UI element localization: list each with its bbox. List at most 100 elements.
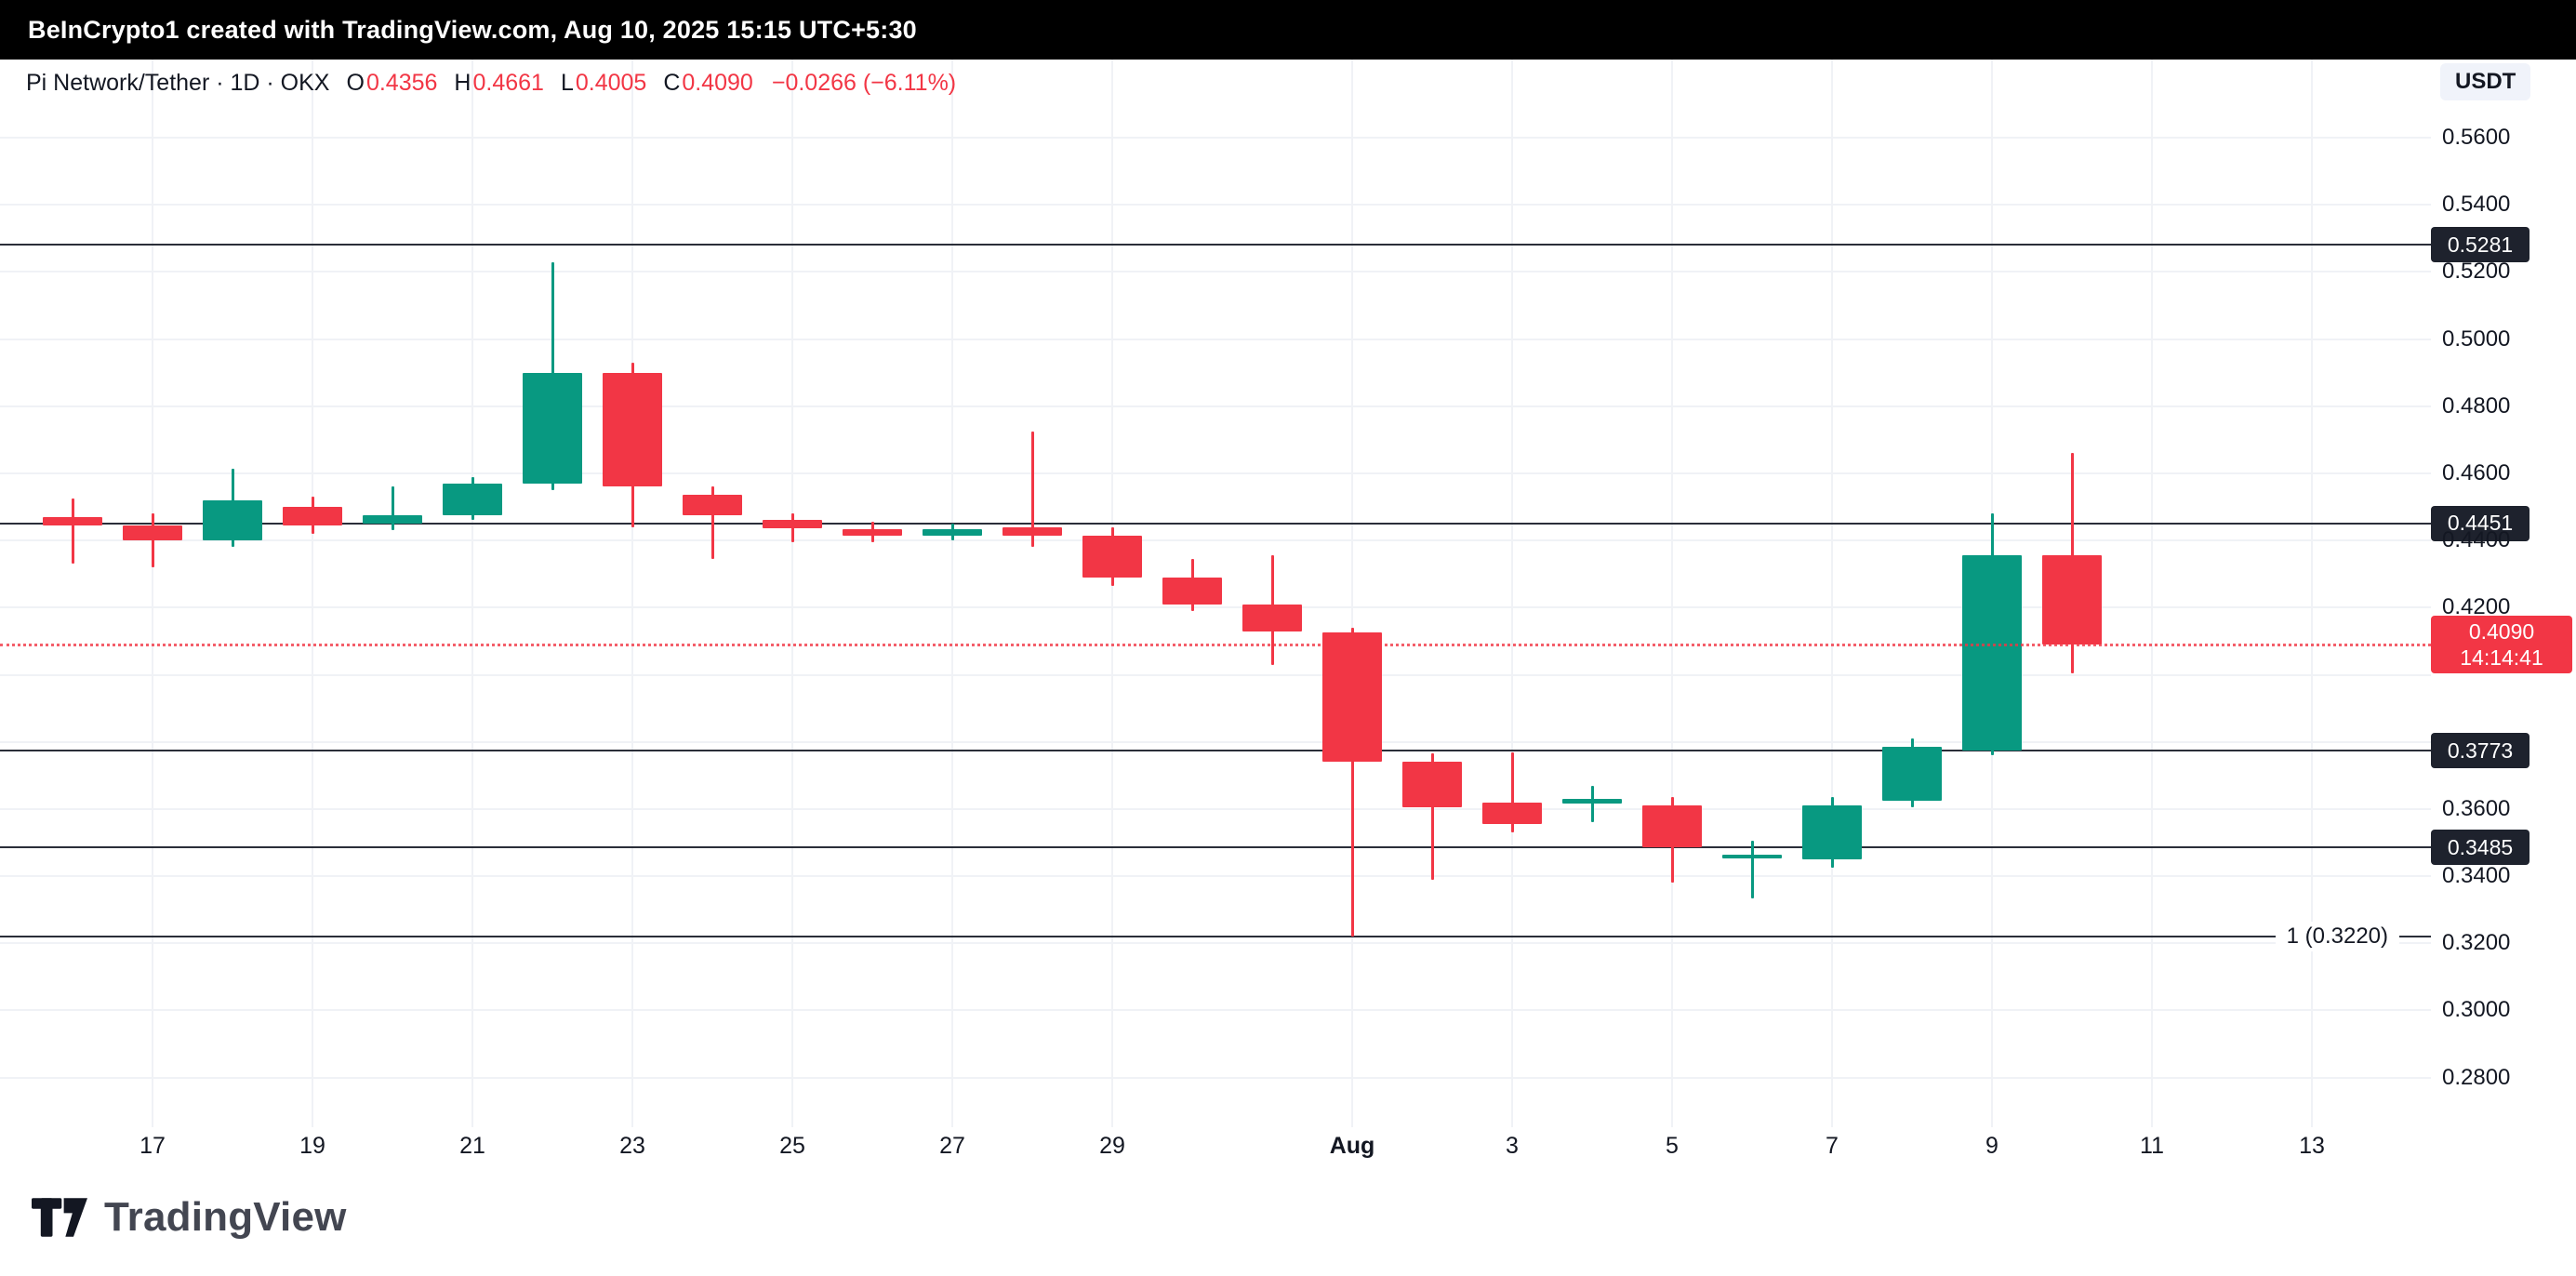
price-tick-label: 0.4200 — [2442, 594, 2511, 620]
candle[interactable] — [443, 483, 502, 516]
price-gridline — [0, 338, 2431, 340]
time-gridline — [631, 60, 633, 1127]
price-gridline — [0, 942, 2431, 945]
price-gridline — [0, 539, 2431, 542]
time-tick-label[interactable]: 3 — [1506, 1133, 1519, 1159]
candle[interactable] — [1562, 799, 1622, 804]
candle-wick — [1030, 431, 1034, 548]
candle[interactable] — [603, 372, 662, 487]
horizontal-level-line[interactable] — [0, 244, 2431, 246]
price-gridline — [0, 1009, 2431, 1012]
candle-wick — [1350, 627, 1354, 937]
candle-wick — [151, 513, 154, 567]
low-value: 0.4005 — [575, 69, 647, 96]
close-label: C — [663, 69, 681, 96]
change-value: −0.0266 (−6.11%) — [771, 69, 957, 96]
price-gridline — [0, 807, 2431, 810]
candle[interactable] — [1722, 854, 1782, 858]
candle[interactable] — [363, 515, 422, 525]
candle[interactable] — [1642, 805, 1702, 848]
candle-wick — [391, 486, 394, 531]
candle[interactable] — [1082, 535, 1142, 578]
symbol-legend[interactable]: Pi Network/Tether · 1D · OKX O 0.4356 H 0.… — [26, 67, 956, 99]
time-tick-label[interactable]: 9 — [1985, 1133, 1998, 1159]
tradingview-wordmark: TradingView — [104, 1194, 347, 1240]
price-axis[interactable]: USDT 0.5281 0.4451 0.3773 0.3485 0.4090 14:14… — [2431, 60, 2576, 1276]
candle-wick — [1750, 841, 1754, 898]
horizontal-level-line[interactable] — [0, 750, 2431, 752]
time-tick-label[interactable]: 19 — [299, 1133, 325, 1159]
currency-badge[interactable]: USDT — [2440, 63, 2531, 100]
candle[interactable] — [1482, 802, 1542, 825]
tradingview-logo[interactable]: TradingView — [32, 1194, 347, 1241]
time-tick-label[interactable]: 13 — [2299, 1133, 2325, 1159]
price-gridline — [0, 405, 2431, 407]
countdown-timer: 14:14:41 — [2460, 645, 2543, 671]
candle[interactable] — [1322, 632, 1382, 763]
candle[interactable] — [763, 520, 822, 529]
candle[interactable] — [683, 495, 742, 516]
horizontal-level-line[interactable] — [0, 846, 2431, 849]
price-tick-label: 0.5000 — [2442, 326, 2511, 352]
time-tick-label[interactable]: 29 — [1099, 1133, 1125, 1159]
price-gridline — [0, 137, 2431, 139]
time-tick-label[interactable]: 21 — [459, 1133, 485, 1159]
time-tick-label[interactable]: 5 — [1666, 1133, 1679, 1159]
candle[interactable] — [1242, 604, 1302, 631]
candle[interactable] — [523, 372, 582, 484]
price-tick-label: 0.5600 — [2442, 125, 2511, 150]
candle[interactable] — [2042, 555, 2102, 645]
time-tick-label[interactable]: 11 — [2140, 1133, 2164, 1159]
price-gridline — [0, 875, 2431, 878]
price-level-badge: 0.4451 — [2431, 505, 2530, 541]
time-gridline — [1511, 60, 1513, 1127]
horizontal-level-line[interactable] — [0, 522, 2431, 525]
last-price-badge: 0.4090 14:14:41 — [2431, 616, 2572, 674]
time-gridline — [1351, 60, 1353, 1127]
time-gridline — [471, 60, 473, 1127]
candle[interactable] — [843, 528, 902, 536]
price-level-badge: 0.3485 — [2431, 830, 2530, 866]
time-tick-label[interactable]: 17 — [139, 1133, 166, 1159]
time-tick-label[interactable]: 25 — [779, 1133, 805, 1159]
price-gridline — [0, 204, 2431, 206]
time-tick-label[interactable]: 27 — [939, 1133, 965, 1159]
low-label: L — [560, 69, 574, 96]
price-level-badge: 0.3773 — [2431, 733, 2530, 769]
candle[interactable] — [283, 507, 342, 525]
price-gridline — [0, 606, 2431, 609]
fib-level-label: 1 (0.3220) — [2275, 922, 2399, 952]
time-axis[interactable]: 17 19 21 23 25 27 29 Aug 3 5 7 9 11 13 — [0, 1127, 2431, 1179]
attribution-text: BeInCrypto1 created with TradingView.com… — [28, 15, 917, 44]
candle[interactable] — [1802, 805, 1862, 860]
price-tick-label: 0.4800 — [2442, 392, 2511, 419]
candle[interactable] — [1882, 747, 1942, 801]
price-gridline — [0, 472, 2431, 474]
candle[interactable] — [1162, 577, 1222, 605]
chart-plot-area[interactable]: 1 (0.3220) — [0, 60, 2431, 1127]
time-gridline — [152, 60, 153, 1127]
price-tick-label: 0.3200 — [2442, 930, 2511, 956]
candle[interactable] — [123, 525, 182, 541]
time-gridline — [312, 60, 313, 1127]
time-tick-label[interactable]: Aug — [1329, 1133, 1375, 1159]
price-tick-label: 0.4400 — [2442, 527, 2511, 553]
time-tick-label[interactable]: 7 — [1826, 1133, 1839, 1159]
price-gridline — [0, 1076, 2431, 1079]
horizontal-level-line[interactable] — [0, 936, 2431, 938]
last-price-value: 0.4090 — [2468, 619, 2535, 645]
candle[interactable] — [1402, 762, 1462, 808]
candle[interactable] — [1962, 555, 2022, 751]
candle[interactable] — [203, 499, 262, 541]
time-gridline — [1671, 60, 1673, 1127]
price-gridline — [0, 673, 2431, 676]
time-tick-label[interactable]: 23 — [619, 1133, 645, 1159]
price-tick-label: 0.5400 — [2442, 192, 2511, 218]
candle[interactable] — [1003, 526, 1062, 536]
candle[interactable] — [923, 528, 982, 536]
price-tick-label: 0.3000 — [2442, 997, 2511, 1023]
price-gridline — [0, 740, 2431, 743]
tradingview-logo-icon — [32, 1198, 87, 1237]
candle[interactable] — [43, 516, 102, 525]
